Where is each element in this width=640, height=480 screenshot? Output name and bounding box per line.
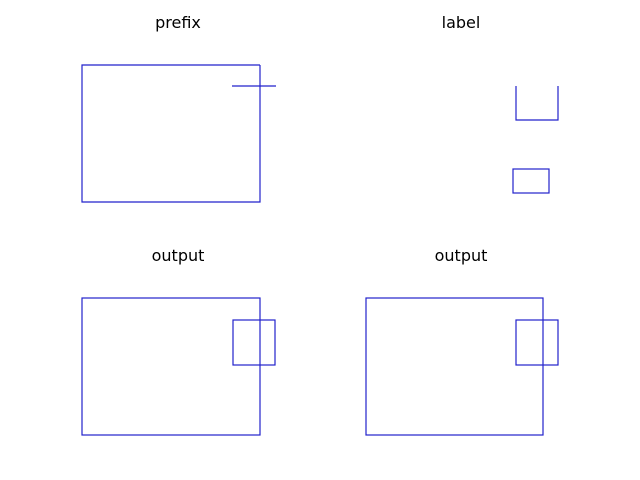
- panel-label: [512, 86, 559, 194]
- output-right-small-rectangle: [515, 319, 559, 366]
- panel-prefix: [81, 64, 276, 203]
- panel-title-label: label: [441, 13, 481, 32]
- panel-output-left: [81, 297, 276, 436]
- output-right-large-rectangle: [365, 297, 544, 436]
- panel-title-prefix: prefix: [155, 13, 201, 32]
- label-u-shape: [515, 86, 559, 121]
- panel-output-right: [365, 297, 559, 436]
- panel-title-output-left: output: [151, 246, 205, 265]
- prefix-open-rectangle: [81, 64, 261, 203]
- output-left-small-rectangle: [232, 319, 276, 366]
- output-left-large-rectangle: [81, 297, 261, 436]
- panel-title-output-right: output: [434, 246, 488, 265]
- label-small-rectangle: [512, 168, 550, 194]
